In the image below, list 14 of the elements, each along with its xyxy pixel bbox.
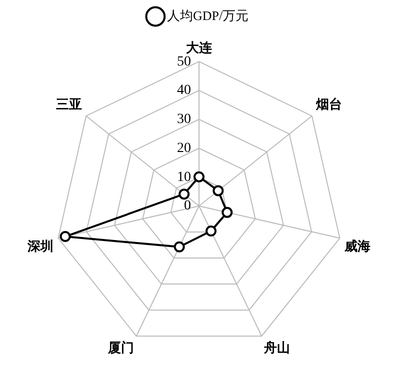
- y-tick-label: 30: [177, 112, 191, 128]
- y-tick-label: 10: [177, 170, 191, 185]
- legend-label: 人均GDP/万元: [166, 8, 249, 23]
- spoke-label: 深圳: [26, 238, 54, 254]
- spoke-label: 舟山: [262, 340, 290, 355]
- y-tick-label: 20: [177, 140, 191, 156]
- spoke-label: 三亚: [56, 96, 82, 112]
- y-tick-label: 40: [177, 83, 191, 98]
- spoke-label: 威海: [344, 238, 371, 254]
- spoke-label: 大连: [186, 40, 213, 56]
- spoke-label: 烟台: [314, 96, 342, 112]
- spoke-label: 厦门: [107, 340, 134, 355]
- y-tick-label: 0: [184, 198, 191, 214]
- y-tick-label: 50: [177, 54, 191, 70]
